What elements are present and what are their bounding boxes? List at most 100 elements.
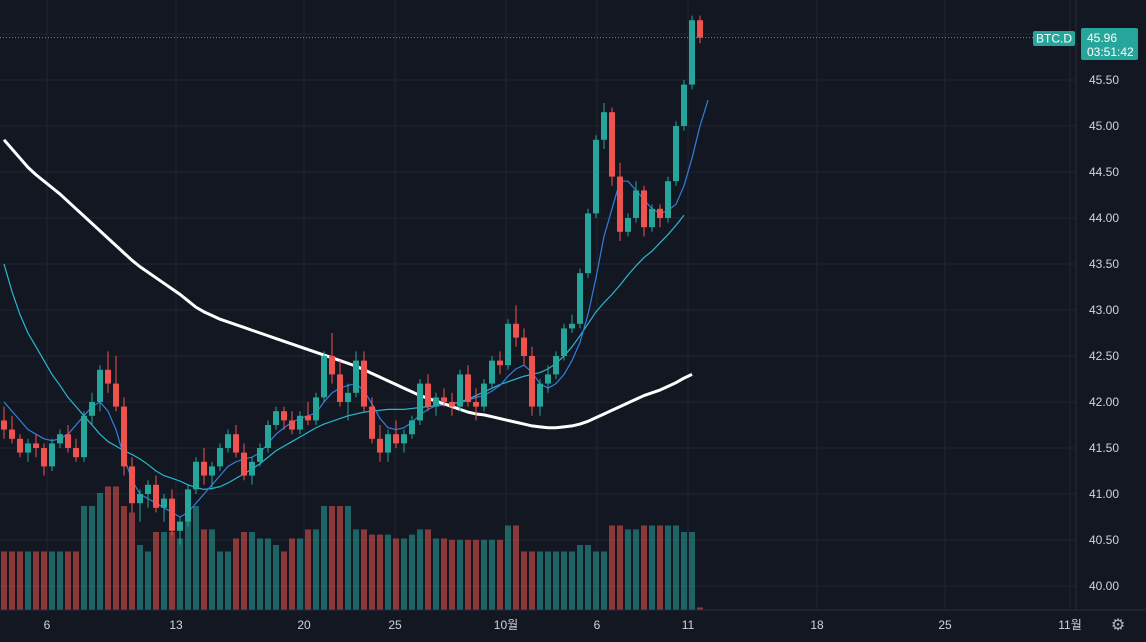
volume-bar <box>113 486 119 610</box>
volume-bar <box>145 551 151 610</box>
candle-body <box>441 397 447 402</box>
candle-body <box>217 448 223 467</box>
candle <box>521 328 527 366</box>
candle <box>593 135 599 218</box>
x-tick-label: 25 <box>388 618 402 632</box>
volume-bar <box>81 506 87 610</box>
gear-icon[interactable]: ⚙ <box>1110 617 1126 634</box>
price-axis[interactable]: 46.0045.5045.0044.5044.0043.5043.0042.50… <box>1089 27 1119 593</box>
x-tick-label: 11 <box>682 618 695 632</box>
time-axis[interactable]: 6 13 20 25 10월 6 11 18 25 11월 <box>44 618 1082 632</box>
candle-body <box>545 374 551 384</box>
candle <box>209 461 215 490</box>
candle-body <box>17 438 23 453</box>
candlesticks <box>1 15 703 545</box>
candle-body <box>617 176 623 232</box>
candle <box>217 443 223 471</box>
volume-bar <box>177 538 183 610</box>
candle-body <box>385 434 391 453</box>
volume-bar <box>273 545 279 610</box>
candle-body <box>105 369 111 384</box>
candle-body <box>401 434 407 444</box>
candle-body <box>537 383 543 407</box>
volume-bar <box>193 506 199 610</box>
volume-bar <box>65 551 71 610</box>
candle <box>585 208 591 278</box>
candle-body <box>481 383 487 407</box>
candle <box>409 415 415 439</box>
volume-bar <box>49 551 55 610</box>
volume-bar <box>585 545 591 610</box>
candle-body <box>321 356 327 398</box>
volume-bar <box>697 607 703 610</box>
y-tick-label: 44.50 <box>1089 165 1119 179</box>
candle-body <box>153 484 159 508</box>
volume-bar <box>641 525 647 610</box>
candle <box>289 411 295 435</box>
candle <box>257 443 263 467</box>
volume-bar <box>17 551 23 610</box>
candle-body <box>697 20 703 38</box>
volume-bar <box>321 506 327 610</box>
candle <box>249 457 255 485</box>
y-tick-label: 45.50 <box>1089 73 1119 87</box>
volume-bar <box>401 538 407 610</box>
candle-body <box>225 434 231 448</box>
candle-body <box>561 328 567 356</box>
candle-body <box>489 360 495 384</box>
candle-body <box>593 139 599 214</box>
volume-bar <box>457 539 463 610</box>
ma-mid-line <box>3 214 685 490</box>
candle <box>393 420 399 448</box>
volume-bar <box>33 551 39 610</box>
candle <box>65 425 71 453</box>
volume-bar <box>57 551 63 610</box>
candle-body <box>249 461 255 476</box>
volume-bar <box>201 529 207 610</box>
candle-body <box>601 112 607 140</box>
candle <box>153 475 159 513</box>
candle-body <box>641 190 647 228</box>
candle-body <box>625 218 631 232</box>
volume-bar <box>521 551 527 610</box>
candle-body <box>377 438 383 453</box>
candle <box>193 457 199 494</box>
price-badge-bg <box>1081 28 1138 60</box>
candle <box>225 429 231 453</box>
volume-bar <box>289 538 295 610</box>
candle <box>417 379 423 425</box>
candle-body <box>433 397 439 407</box>
volume-bar <box>361 529 367 610</box>
candle <box>265 420 271 453</box>
candle-body <box>57 434 63 444</box>
candle <box>105 351 111 393</box>
candle-body <box>457 374 463 407</box>
symbol-badge: BTC.D <box>1033 31 1075 46</box>
candle <box>553 351 559 379</box>
candle-body <box>689 20 695 85</box>
volume-bar <box>217 551 223 610</box>
candle-body <box>665 181 671 218</box>
candle <box>497 351 503 375</box>
volume-bar <box>497 539 503 610</box>
last-price-label: 45.96 <box>1087 31 1117 45</box>
candle <box>545 365 551 393</box>
candle-body <box>289 420 295 430</box>
candle-body <box>121 406 127 467</box>
volume-bar <box>137 545 143 610</box>
volume-bar <box>105 486 111 610</box>
candle <box>465 365 471 407</box>
candle-body <box>449 402 455 407</box>
candle <box>561 323 567 361</box>
volume-bar <box>505 525 511 610</box>
y-tick-label: 41.00 <box>1089 487 1119 501</box>
candle-body <box>529 356 535 407</box>
candle-body <box>201 461 207 476</box>
volume-bar <box>553 551 559 610</box>
volume-bar <box>465 539 471 610</box>
volume-bar <box>249 532 255 610</box>
candle-body <box>177 521 183 531</box>
candle <box>321 351 327 402</box>
x-tick-label: 10월 <box>494 618 518 632</box>
